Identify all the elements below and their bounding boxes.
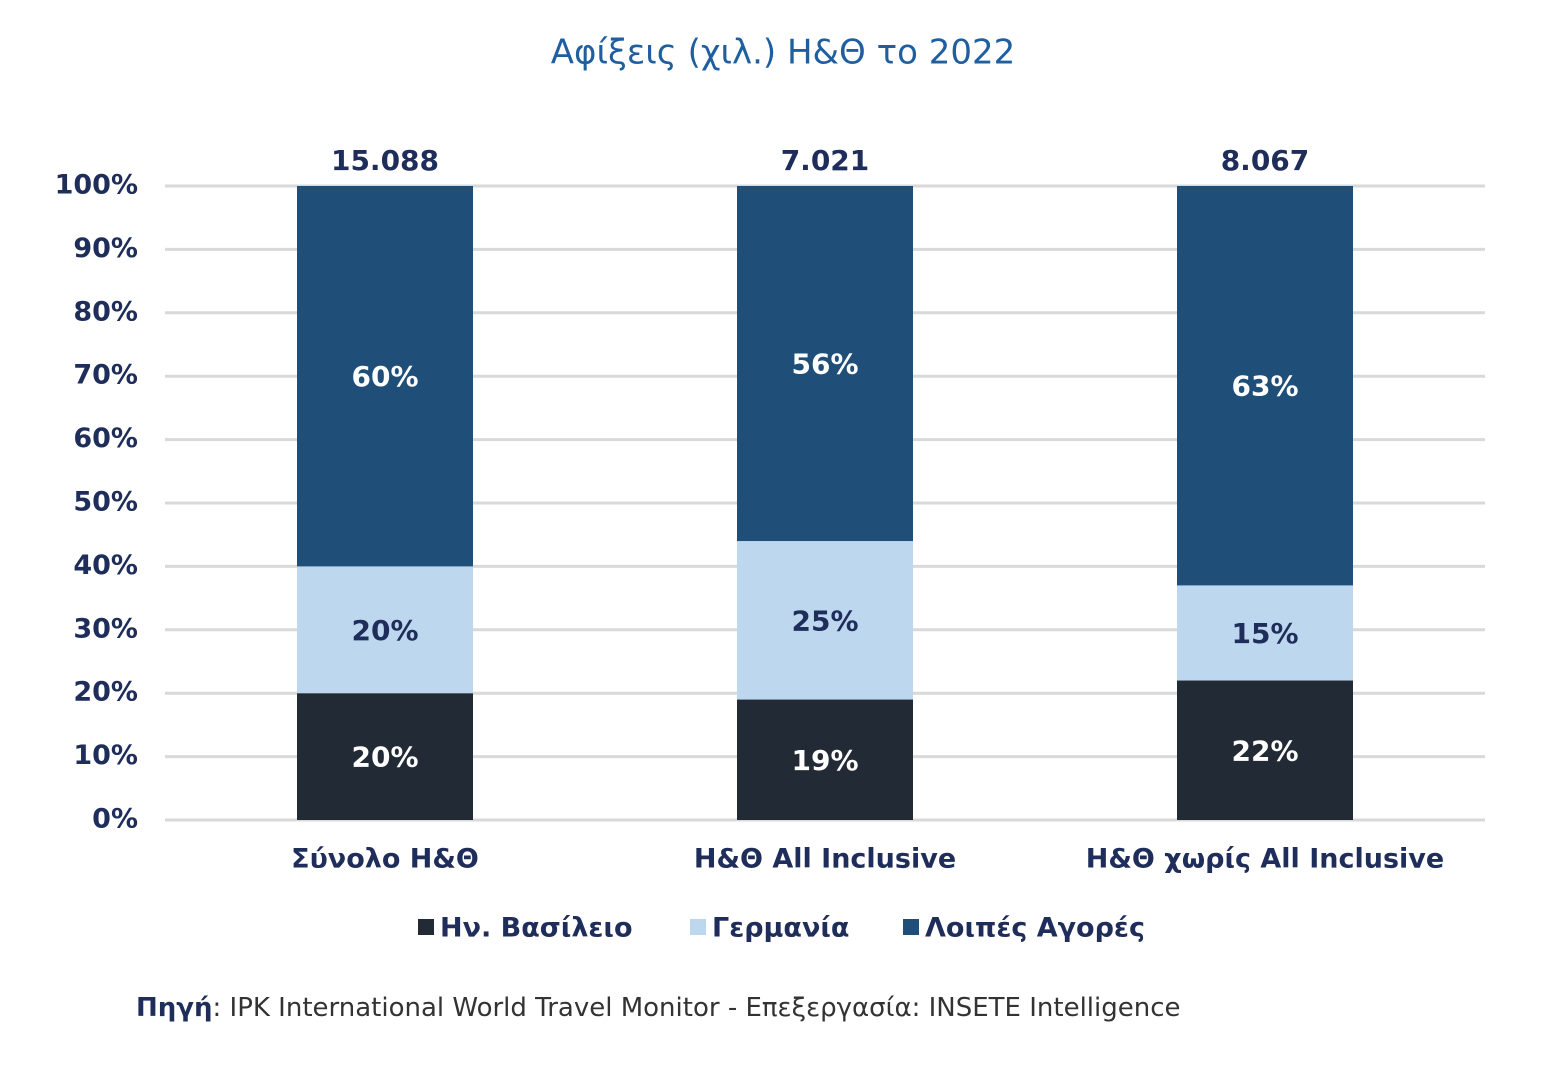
- data-label: 22%: [1231, 734, 1298, 767]
- total-label-bg: [295, 144, 475, 180]
- total-label: 15.088: [331, 144, 439, 177]
- bar-segment: [737, 186, 913, 542]
- bar-segment: [297, 566, 473, 694]
- bar-segment: [1177, 585, 1353, 681]
- y-tick-label: 90%: [73, 233, 138, 264]
- bar-segment: [737, 699, 913, 820]
- y-tick-label: 100%: [55, 170, 138, 201]
- bar-segment: [1177, 186, 1353, 586]
- x-tick-label: Η&Θ All Inclusive: [694, 844, 956, 875]
- y-tick-label: 80%: [73, 296, 138, 327]
- source-label: Πηγή: [136, 993, 213, 1023]
- y-tick-label: 60%: [73, 423, 138, 454]
- y-tick-label: 50%: [73, 487, 138, 518]
- y-tick-label: 30%: [73, 613, 138, 644]
- x-tick-label: Σύνολο Η&Θ: [291, 844, 479, 875]
- total-label-bg: [1175, 144, 1355, 180]
- data-label: 56%: [791, 348, 858, 381]
- total-label: 8.067: [1221, 144, 1310, 177]
- data-label: 60%: [351, 360, 418, 393]
- source-text: : IPK International World Travel Monitor…: [213, 993, 1181, 1023]
- data-label: 25%: [791, 604, 858, 637]
- data-label: 63%: [1231, 370, 1298, 403]
- legend-label: Λοιπές Αγορές: [925, 913, 1145, 944]
- y-tick-label: 70%: [73, 360, 138, 391]
- y-tick-label: 10%: [73, 740, 138, 771]
- data-label: 19%: [791, 744, 858, 777]
- data-label: 20%: [351, 741, 418, 774]
- bar-segment: [1177, 680, 1353, 820]
- data-label: 15%: [1231, 617, 1298, 650]
- total-label: 7.021: [781, 144, 870, 177]
- x-tick-label: Η&Θ χωρίς All Inclusive: [1086, 844, 1444, 875]
- legend-swatch: [418, 919, 434, 935]
- legend-swatch: [690, 919, 706, 935]
- legend-swatch: [903, 919, 919, 935]
- bar-segment: [297, 186, 473, 567]
- bar-segment: [737, 541, 913, 700]
- data-label: 20%: [351, 614, 418, 647]
- y-tick-label: 0%: [92, 804, 138, 835]
- legend-label: Γερμανία: [712, 913, 849, 944]
- y-tick-label: 40%: [73, 550, 138, 581]
- source: Πηγή: IPK International World Travel Mon…: [136, 993, 1181, 1023]
- total-label-bg: [735, 144, 915, 180]
- y-tick-label: 20%: [73, 677, 138, 708]
- bar-segment: [297, 693, 473, 820]
- chart-title: Αφίξεις (χιλ.) Η&Θ το 2022: [551, 33, 1015, 73]
- legend-label: Ην. Βασίλειο: [440, 913, 633, 944]
